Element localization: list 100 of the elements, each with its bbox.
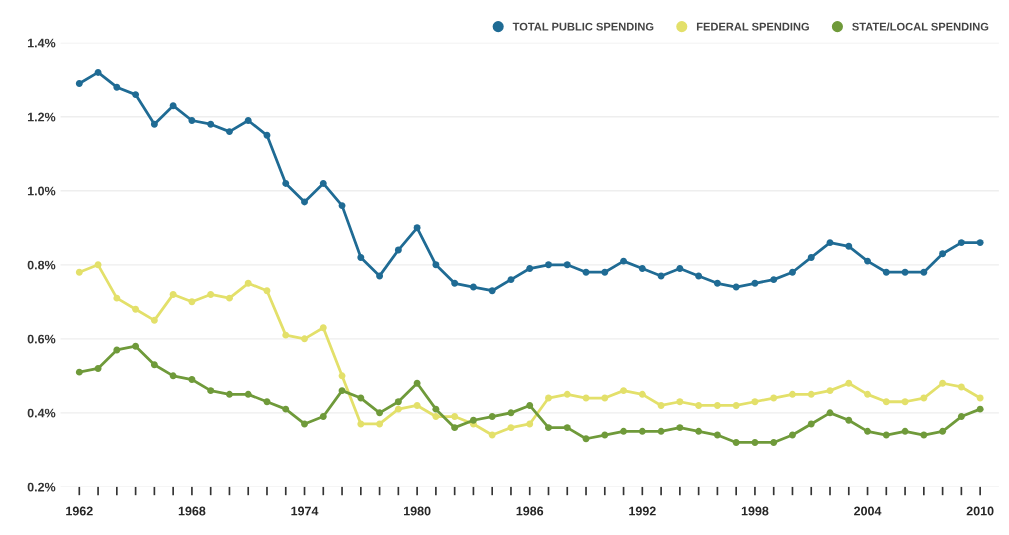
point <box>413 224 421 232</box>
point <box>582 268 590 276</box>
point <box>526 265 534 272</box>
point <box>901 268 909 276</box>
point <box>451 279 459 287</box>
point <box>601 394 609 402</box>
point <box>376 272 384 280</box>
point <box>920 431 928 439</box>
y-tick-label: 1.2% <box>27 112 56 122</box>
point <box>301 198 308 206</box>
y-tick-label: 0.6% <box>27 334 56 344</box>
point <box>770 276 778 284</box>
point <box>207 120 215 128</box>
point <box>207 290 215 298</box>
point <box>394 405 402 413</box>
point <box>432 261 440 269</box>
point <box>188 376 196 384</box>
point <box>695 401 703 409</box>
point <box>188 117 196 124</box>
point <box>789 390 796 398</box>
point <box>507 409 515 417</box>
point <box>563 424 571 432</box>
point <box>807 390 815 398</box>
point <box>864 427 872 435</box>
point <box>488 431 496 439</box>
point <box>319 324 327 332</box>
point <box>864 390 872 398</box>
point <box>338 202 346 210</box>
point <box>469 283 477 291</box>
x-tick-label: 2004 <box>854 506 882 516</box>
point <box>188 298 196 306</box>
point <box>545 261 552 269</box>
point <box>338 372 346 380</box>
point <box>563 390 571 398</box>
point <box>357 253 365 261</box>
point <box>695 272 703 280</box>
point <box>657 427 665 435</box>
point <box>826 409 834 417</box>
point <box>75 368 83 376</box>
point <box>882 398 890 406</box>
point <box>939 250 947 258</box>
point <box>939 379 947 387</box>
point <box>282 405 290 413</box>
point <box>94 364 102 372</box>
point <box>488 413 496 421</box>
legend-label: FEDERAL SPENDING <box>696 22 809 31</box>
point <box>225 128 233 136</box>
point <box>620 257 628 265</box>
point <box>751 398 759 406</box>
point <box>770 438 778 446</box>
point <box>976 405 984 413</box>
x-tick-label: 1968 <box>178 506 206 516</box>
point <box>582 435 590 443</box>
point <box>957 383 965 391</box>
x-tick-label: 1980 <box>404 506 431 516</box>
point <box>713 279 721 287</box>
point <box>676 424 684 432</box>
point <box>920 394 928 402</box>
point <box>357 394 365 402</box>
point <box>507 276 515 284</box>
x-tick-label: 2010 <box>966 506 994 516</box>
point <box>695 427 703 435</box>
y-tick-label: 0.8% <box>27 260 56 270</box>
y-tick-label: 0.2% <box>27 482 56 492</box>
x-tick-label: 1962 <box>66 506 93 516</box>
point <box>526 401 534 409</box>
point <box>845 242 853 250</box>
point <box>826 239 834 247</box>
point <box>845 416 853 424</box>
point <box>357 420 365 428</box>
point <box>601 431 609 439</box>
point <box>94 68 102 76</box>
point <box>451 413 459 421</box>
point <box>545 394 552 402</box>
point <box>732 283 740 291</box>
point <box>150 120 158 128</box>
point <box>789 431 796 439</box>
point <box>939 427 947 435</box>
x-tick-label: 1992 <box>629 506 656 516</box>
point <box>620 427 628 435</box>
point <box>150 316 158 324</box>
point <box>901 398 909 406</box>
point <box>676 398 684 406</box>
point <box>864 257 872 265</box>
point <box>807 420 815 428</box>
point <box>169 372 177 380</box>
point <box>638 427 646 435</box>
point <box>113 294 121 302</box>
point <box>620 387 628 395</box>
point <box>488 287 496 295</box>
point <box>751 279 759 287</box>
point <box>413 379 421 387</box>
point <box>432 405 440 413</box>
legend-label: TOTAL PUBLIC SPENDING <box>512 22 654 31</box>
point <box>207 387 215 395</box>
point <box>507 424 515 432</box>
point <box>394 398 402 406</box>
point <box>770 394 778 402</box>
point <box>394 246 402 254</box>
point <box>263 398 271 406</box>
